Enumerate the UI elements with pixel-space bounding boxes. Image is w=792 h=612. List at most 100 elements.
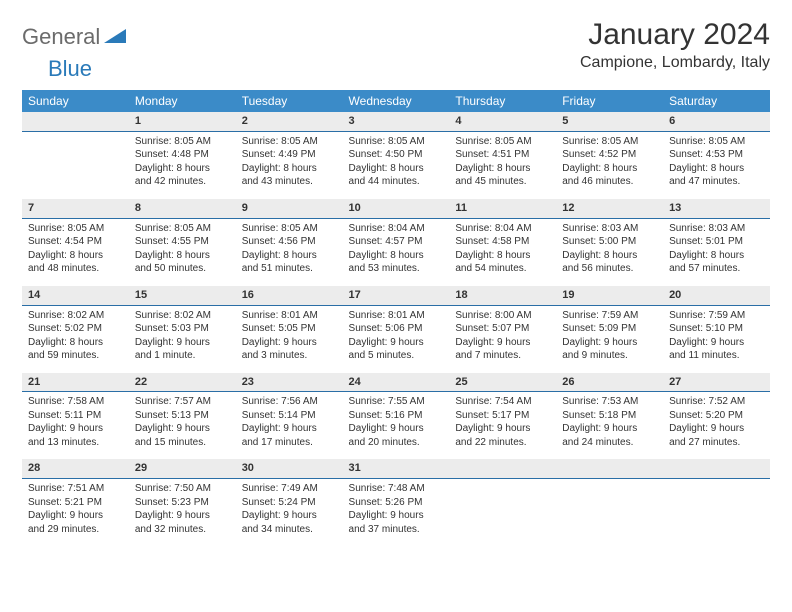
calendar-day-cell: 4Sunrise: 8:05 AMSunset: 4:51 PMDaylight… — [449, 112, 556, 199]
calendar-week-row: 7Sunrise: 8:05 AMSunset: 4:54 PMDaylight… — [22, 199, 770, 286]
daylight-line-2: and 42 minutes. — [135, 175, 230, 189]
sunset-line: Sunset: 5:17 PM — [455, 409, 550, 423]
daylight-line-1: Daylight: 8 hours — [28, 249, 123, 263]
sunset-line: Sunset: 5:06 PM — [349, 322, 444, 336]
day-number: 26 — [556, 373, 663, 393]
calendar-week-row: 28Sunrise: 7:51 AMSunset: 5:21 PMDayligh… — [22, 459, 770, 546]
day-number: 29 — [129, 459, 236, 479]
day-number: 17 — [343, 286, 450, 306]
daylight-line-1: Daylight: 9 hours — [135, 336, 230, 350]
weekday-header: Thursday — [449, 90, 556, 112]
day-body: Sunrise: 8:04 AMSunset: 4:57 PMDaylight:… — [343, 219, 450, 286]
sunset-line: Sunset: 5:07 PM — [455, 322, 550, 336]
day-number: 25 — [449, 373, 556, 393]
day-number: 11 — [449, 199, 556, 219]
day-body: Sunrise: 8:05 AMSunset: 4:53 PMDaylight:… — [663, 132, 770, 199]
daylight-line-1: Daylight: 8 hours — [135, 249, 230, 263]
sunset-line: Sunset: 4:53 PM — [669, 148, 764, 162]
sunrise-line: Sunrise: 8:04 AM — [455, 222, 550, 236]
sunrise-line: Sunrise: 8:05 AM — [562, 135, 657, 149]
sunrise-line: Sunrise: 8:05 AM — [135, 222, 230, 236]
day-body: Sunrise: 8:05 AMSunset: 4:52 PMDaylight:… — [556, 132, 663, 199]
sunrise-line: Sunrise: 8:05 AM — [242, 222, 337, 236]
sunrise-line: Sunrise: 7:52 AM — [669, 395, 764, 409]
day-number: 30 — [236, 459, 343, 479]
day-body: Sunrise: 7:56 AMSunset: 5:14 PMDaylight:… — [236, 392, 343, 459]
day-number: 31 — [343, 459, 450, 479]
calendar-day-cell: 29Sunrise: 7:50 AMSunset: 5:23 PMDayligh… — [129, 459, 236, 546]
daylight-line-2: and 27 minutes. — [669, 436, 764, 450]
sunset-line: Sunset: 5:01 PM — [669, 235, 764, 249]
day-body: Sunrise: 7:49 AMSunset: 5:24 PMDaylight:… — [236, 479, 343, 546]
sunrise-line: Sunrise: 8:05 AM — [455, 135, 550, 149]
sunrise-line: Sunrise: 8:02 AM — [135, 309, 230, 323]
day-body: Sunrise: 7:54 AMSunset: 5:17 PMDaylight:… — [449, 392, 556, 459]
calendar-day-cell: 23Sunrise: 7:56 AMSunset: 5:14 PMDayligh… — [236, 373, 343, 460]
calendar-day-cell — [556, 459, 663, 546]
day-body: Sunrise: 8:05 AMSunset: 4:55 PMDaylight:… — [129, 219, 236, 286]
sunset-line: Sunset: 4:49 PM — [242, 148, 337, 162]
sunset-line: Sunset: 5:10 PM — [669, 322, 764, 336]
weekday-header: Saturday — [663, 90, 770, 112]
daylight-line-2: and 43 minutes. — [242, 175, 337, 189]
calendar-day-cell — [449, 459, 556, 546]
daylight-line-1: Daylight: 9 hours — [28, 422, 123, 436]
day-number — [663, 459, 770, 479]
sunrise-line: Sunrise: 8:03 AM — [669, 222, 764, 236]
sunrise-line: Sunrise: 8:01 AM — [349, 309, 444, 323]
day-number: 4 — [449, 112, 556, 132]
sunrise-line: Sunrise: 8:05 AM — [135, 135, 230, 149]
sunrise-line: Sunrise: 7:50 AM — [135, 482, 230, 496]
calendar-day-cell — [663, 459, 770, 546]
daylight-line-1: Daylight: 8 hours — [349, 162, 444, 176]
day-body: Sunrise: 8:05 AMSunset: 4:49 PMDaylight:… — [236, 132, 343, 199]
sunrise-line: Sunrise: 7:59 AM — [669, 309, 764, 323]
daylight-line-2: and 48 minutes. — [28, 262, 123, 276]
day-number: 6 — [663, 112, 770, 132]
calendar-day-cell: 11Sunrise: 8:04 AMSunset: 4:58 PMDayligh… — [449, 199, 556, 286]
day-body: Sunrise: 8:02 AMSunset: 5:02 PMDaylight:… — [22, 306, 129, 373]
sunrise-line: Sunrise: 7:59 AM — [562, 309, 657, 323]
daylight-line-1: Daylight: 9 hours — [135, 509, 230, 523]
daylight-line-1: Daylight: 8 hours — [562, 162, 657, 176]
daylight-line-1: Daylight: 8 hours — [455, 162, 550, 176]
calendar-day-cell: 3Sunrise: 8:05 AMSunset: 4:50 PMDaylight… — [343, 112, 450, 199]
calendar-day-cell: 17Sunrise: 8:01 AMSunset: 5:06 PMDayligh… — [343, 286, 450, 373]
sunset-line: Sunset: 5:03 PM — [135, 322, 230, 336]
daylight-line-2: and 1 minute. — [135, 349, 230, 363]
daylight-line-1: Daylight: 8 hours — [242, 162, 337, 176]
sunrise-line: Sunrise: 8:05 AM — [28, 222, 123, 236]
day-number: 23 — [236, 373, 343, 393]
day-body: Sunrise: 8:05 AMSunset: 4:50 PMDaylight:… — [343, 132, 450, 199]
sunset-line: Sunset: 5:13 PM — [135, 409, 230, 423]
daylight-line-2: and 5 minutes. — [349, 349, 444, 363]
daylight-line-1: Daylight: 8 hours — [669, 162, 764, 176]
day-number: 7 — [22, 199, 129, 219]
calendar-day-cell: 18Sunrise: 8:00 AMSunset: 5:07 PMDayligh… — [449, 286, 556, 373]
sunset-line: Sunset: 4:50 PM — [349, 148, 444, 162]
day-number: 28 — [22, 459, 129, 479]
sunset-line: Sunset: 4:58 PM — [455, 235, 550, 249]
daylight-line-1: Daylight: 9 hours — [669, 336, 764, 350]
calendar-day-cell: 13Sunrise: 8:03 AMSunset: 5:01 PMDayligh… — [663, 199, 770, 286]
daylight-line-1: Daylight: 8 hours — [28, 336, 123, 350]
daylight-line-2: and 9 minutes. — [562, 349, 657, 363]
day-body: Sunrise: 8:03 AMSunset: 5:01 PMDaylight:… — [663, 219, 770, 286]
day-number: 9 — [236, 199, 343, 219]
day-body: Sunrise: 7:58 AMSunset: 5:11 PMDaylight:… — [22, 392, 129, 459]
sunset-line: Sunset: 5:16 PM — [349, 409, 444, 423]
calendar-day-cell: 19Sunrise: 7:59 AMSunset: 5:09 PMDayligh… — [556, 286, 663, 373]
title-block: January 2024 Campione, Lombardy, Italy — [580, 18, 770, 72]
sunrise-line: Sunrise: 7:58 AM — [28, 395, 123, 409]
daylight-line-2: and 50 minutes. — [135, 262, 230, 276]
daylight-line-2: and 46 minutes. — [562, 175, 657, 189]
calendar-day-cell — [22, 112, 129, 199]
weekday-header: Monday — [129, 90, 236, 112]
calendar-day-cell: 5Sunrise: 8:05 AMSunset: 4:52 PMDaylight… — [556, 112, 663, 199]
sunrise-line: Sunrise: 7:51 AM — [28, 482, 123, 496]
sunset-line: Sunset: 5:05 PM — [242, 322, 337, 336]
calendar-day-cell: 12Sunrise: 8:03 AMSunset: 5:00 PMDayligh… — [556, 199, 663, 286]
calendar-day-cell: 28Sunrise: 7:51 AMSunset: 5:21 PMDayligh… — [22, 459, 129, 546]
daylight-line-1: Daylight: 9 hours — [455, 422, 550, 436]
daylight-line-2: and 22 minutes. — [455, 436, 550, 450]
